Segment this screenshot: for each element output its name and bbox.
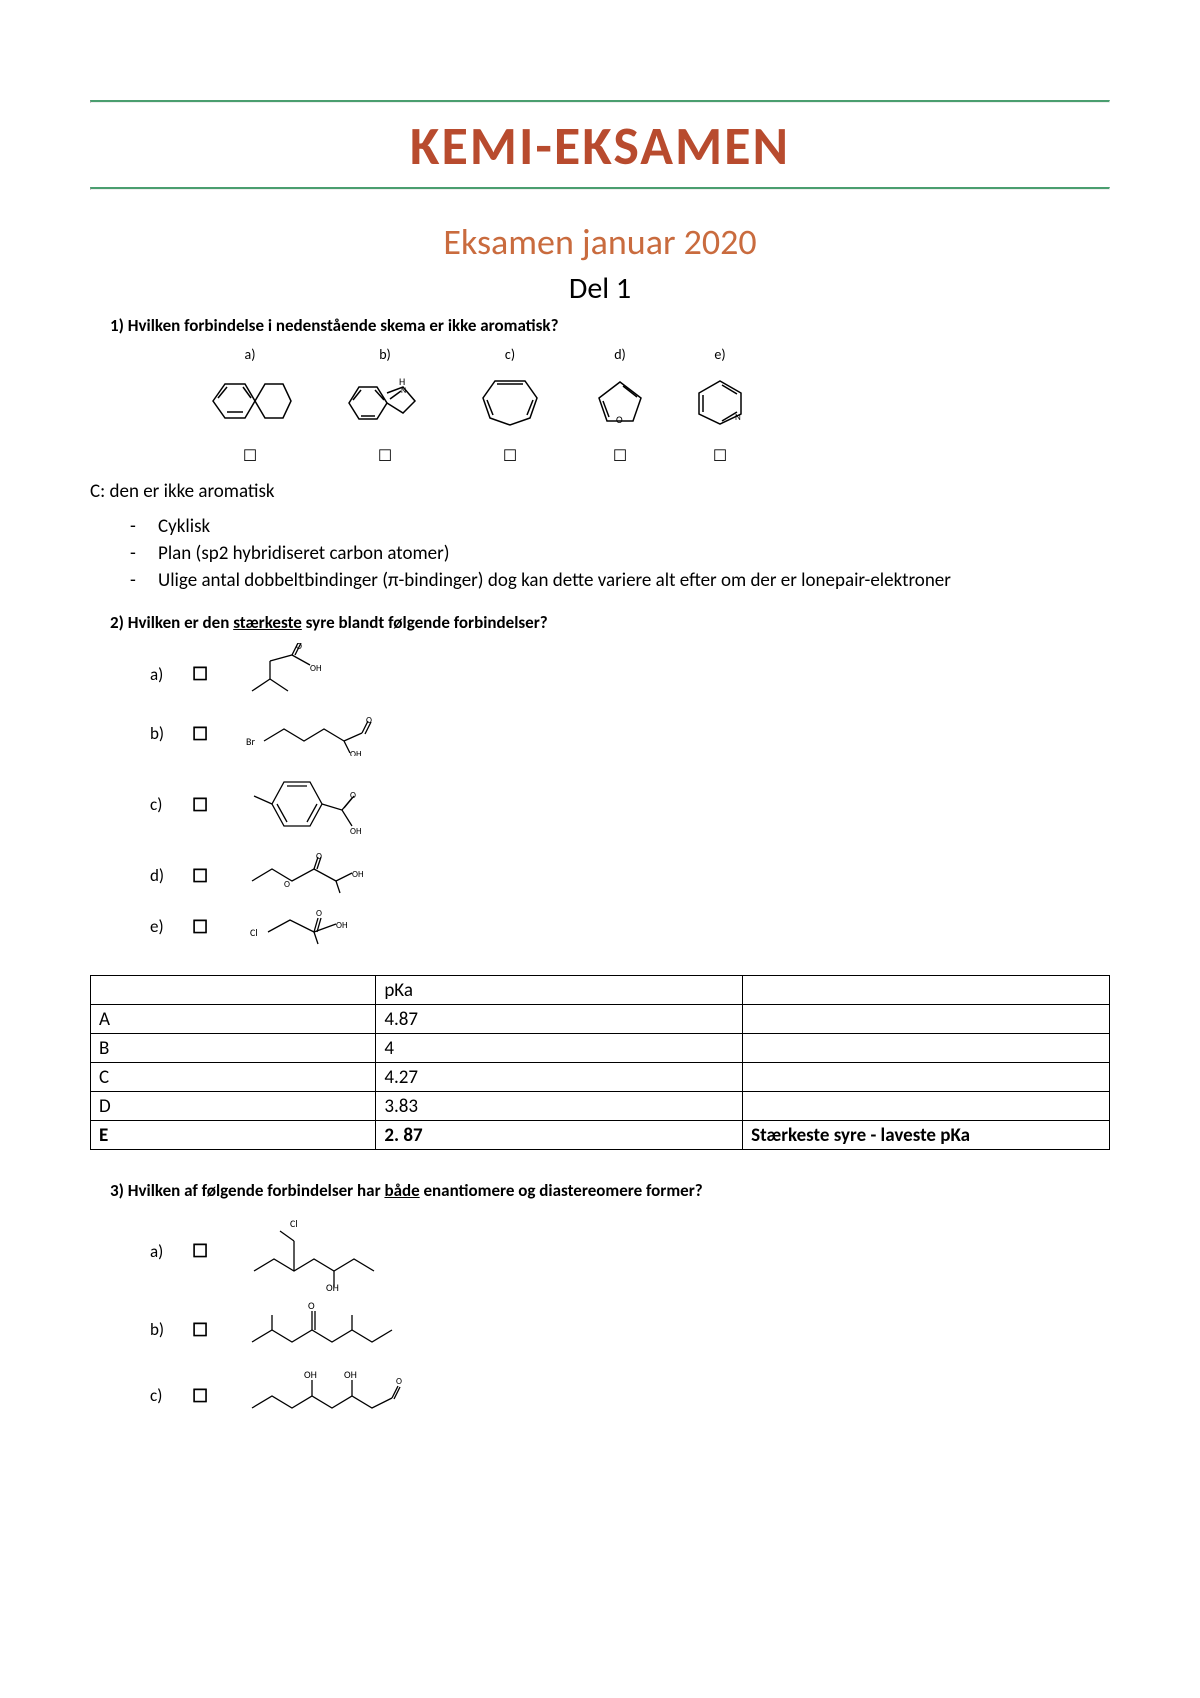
- q2-option-c: c) ☐ OOH: [150, 762, 1110, 847]
- table-row: pKa: [91, 976, 1110, 1005]
- structure-chloro-alcohol-icon: Cl OH: [244, 1211, 404, 1291]
- q1-option-e: e) N ☐: [680, 346, 760, 466]
- structure-chloroacetic-acid-icon: Cl O OH: [244, 904, 374, 949]
- structure-isobutyric-acid-icon: O OH: [244, 643, 364, 705]
- svg-text:O: O: [316, 908, 322, 919]
- svg-text:O: O: [366, 715, 372, 726]
- top-rule: [90, 100, 1110, 103]
- checkbox-icon[interactable]: ☐: [192, 1319, 208, 1341]
- structure-furan-icon: O: [593, 373, 648, 428]
- svg-text:O: O: [616, 413, 623, 426]
- q2-prompt: 2) Hvilken er den stærkeste syre blandt …: [110, 612, 1110, 633]
- table-row: C 4.27: [91, 1063, 1110, 1092]
- q3-option-b: b) ☐ O: [150, 1297, 1110, 1362]
- q1-options-row: a) ☐ b): [190, 346, 1110, 466]
- svg-text:OH: OH: [350, 826, 362, 837]
- svg-text:OH: OH: [326, 1281, 339, 1291]
- checkbox-icon[interactable]: ☐: [503, 446, 517, 466]
- q3-options: a) ☐ ClOH b) ☐ O c) ☐: [90, 1211, 1110, 1423]
- checkbox-icon[interactable]: ☐: [378, 446, 392, 466]
- structure-branched-ketone-icon: O: [244, 1297, 414, 1362]
- q2-option-e: e) ☐ ClOOH: [150, 904, 1110, 949]
- svg-text:OH: OH: [336, 920, 348, 931]
- bullet-item: Ulige antal dobbeltbindinger (π-bindinge…: [130, 569, 1110, 592]
- document-page: KEMI-EKSAMEN Eksamen januar 2020 Del 1 1…: [0, 0, 1200, 1469]
- q2-option-a: a) ☐ OOH: [150, 643, 1110, 705]
- checkbox-icon[interactable]: ☐: [192, 1240, 208, 1262]
- checkbox-icon[interactable]: ☐: [192, 1385, 208, 1407]
- checkbox-icon[interactable]: ☐: [192, 865, 208, 887]
- structure-tetralin-icon: [205, 373, 295, 428]
- svg-text:OH: OH: [350, 749, 362, 756]
- checkbox-icon[interactable]: ☐: [243, 446, 257, 466]
- svg-text:O: O: [316, 853, 322, 862]
- pka-table: pKa A 4.87 B 4 C 4.27 D 3.83 E 2. 87 Stæ…: [90, 975, 1110, 1150]
- q2-option-d: d) ☐ OOOH: [150, 853, 1110, 898]
- svg-text:O: O: [396, 1376, 402, 1387]
- table-row: B 4: [91, 1034, 1110, 1063]
- table-row: A 4.87: [91, 1005, 1110, 1034]
- structure-toluic-acid-icon: O OH: [244, 762, 374, 847]
- structure-methoxyacetic-acid-icon: O O OH: [244, 853, 384, 898]
- q3-option-c: c) ☐ OHOHO: [150, 1368, 1110, 1423]
- svg-text:Cl: Cl: [250, 926, 258, 939]
- bullet-item: Plan (sp2 hybridiseret carbon atomer): [130, 542, 1110, 565]
- checkbox-icon[interactable]: ☐: [713, 446, 727, 466]
- checkbox-icon[interactable]: ☐: [192, 663, 208, 685]
- svg-text:OH: OH: [344, 1368, 357, 1381]
- structure-bromopropanoic-acid-icon: Br O OH: [244, 711, 394, 756]
- table-row: D 3.83: [91, 1092, 1110, 1121]
- svg-text:OH: OH: [304, 1368, 317, 1381]
- checkbox-icon[interactable]: ☐: [192, 916, 208, 938]
- svg-text:Br: Br: [246, 735, 255, 748]
- table-row-highlight: E 2. 87 Stærkeste syre - laveste pKa: [91, 1121, 1110, 1150]
- svg-text:O: O: [308, 1299, 315, 1312]
- q1-prompt: 1) Hvilken forbindelse i nedenstående sk…: [110, 315, 1110, 336]
- part-title: Del 1: [90, 270, 1110, 307]
- checkbox-icon[interactable]: ☐: [613, 446, 627, 466]
- main-title: KEMI-EKSAMEN: [90, 113, 1110, 179]
- svg-text:O: O: [296, 643, 302, 652]
- q1-answer: C: den er ikke aromatisk: [90, 480, 1110, 503]
- q1-option-b: b) H N ☐: [330, 346, 440, 466]
- checkbox-icon[interactable]: ☐: [192, 723, 208, 745]
- svg-text:OH: OH: [352, 869, 364, 880]
- q1-bullets: Cyklisk Plan (sp2 hybridiseret carbon at…: [130, 515, 1110, 592]
- svg-text:N: N: [401, 386, 406, 396]
- q3-prompt: 3) Hvilken af følgende forbindelser har …: [110, 1180, 1110, 1201]
- svg-text:OH: OH: [310, 663, 322, 674]
- q1-option-c: c) ☐: [460, 346, 560, 466]
- structure-cyclooctatetraene-icon: [475, 373, 545, 428]
- q2-options: a) ☐ OOH b) ☐ BrOOH c) ☐: [90, 643, 1110, 949]
- svg-text:O: O: [284, 879, 290, 890]
- q1-option-a: a) ☐: [190, 346, 310, 466]
- svg-text:N: N: [735, 412, 741, 423]
- bottom-rule: [90, 187, 1110, 190]
- structure-indole-icon: H N: [343, 373, 428, 428]
- structure-dihydroxy-acid-icon: OH OH O: [244, 1368, 414, 1423]
- q3-option-a: a) ☐ ClOH: [150, 1211, 1110, 1291]
- structure-pyridine-icon: N: [693, 373, 748, 428]
- q2-option-b: b) ☐ BrOOH: [150, 711, 1110, 756]
- checkbox-icon[interactable]: ☐: [192, 794, 208, 816]
- svg-text:O: O: [350, 790, 356, 801]
- subtitle: Eksamen januar 2020: [90, 220, 1110, 264]
- svg-text:Cl: Cl: [290, 1217, 298, 1230]
- q1-option-d: d) O ☐: [580, 346, 660, 466]
- bullet-item: Cyklisk: [130, 515, 1110, 538]
